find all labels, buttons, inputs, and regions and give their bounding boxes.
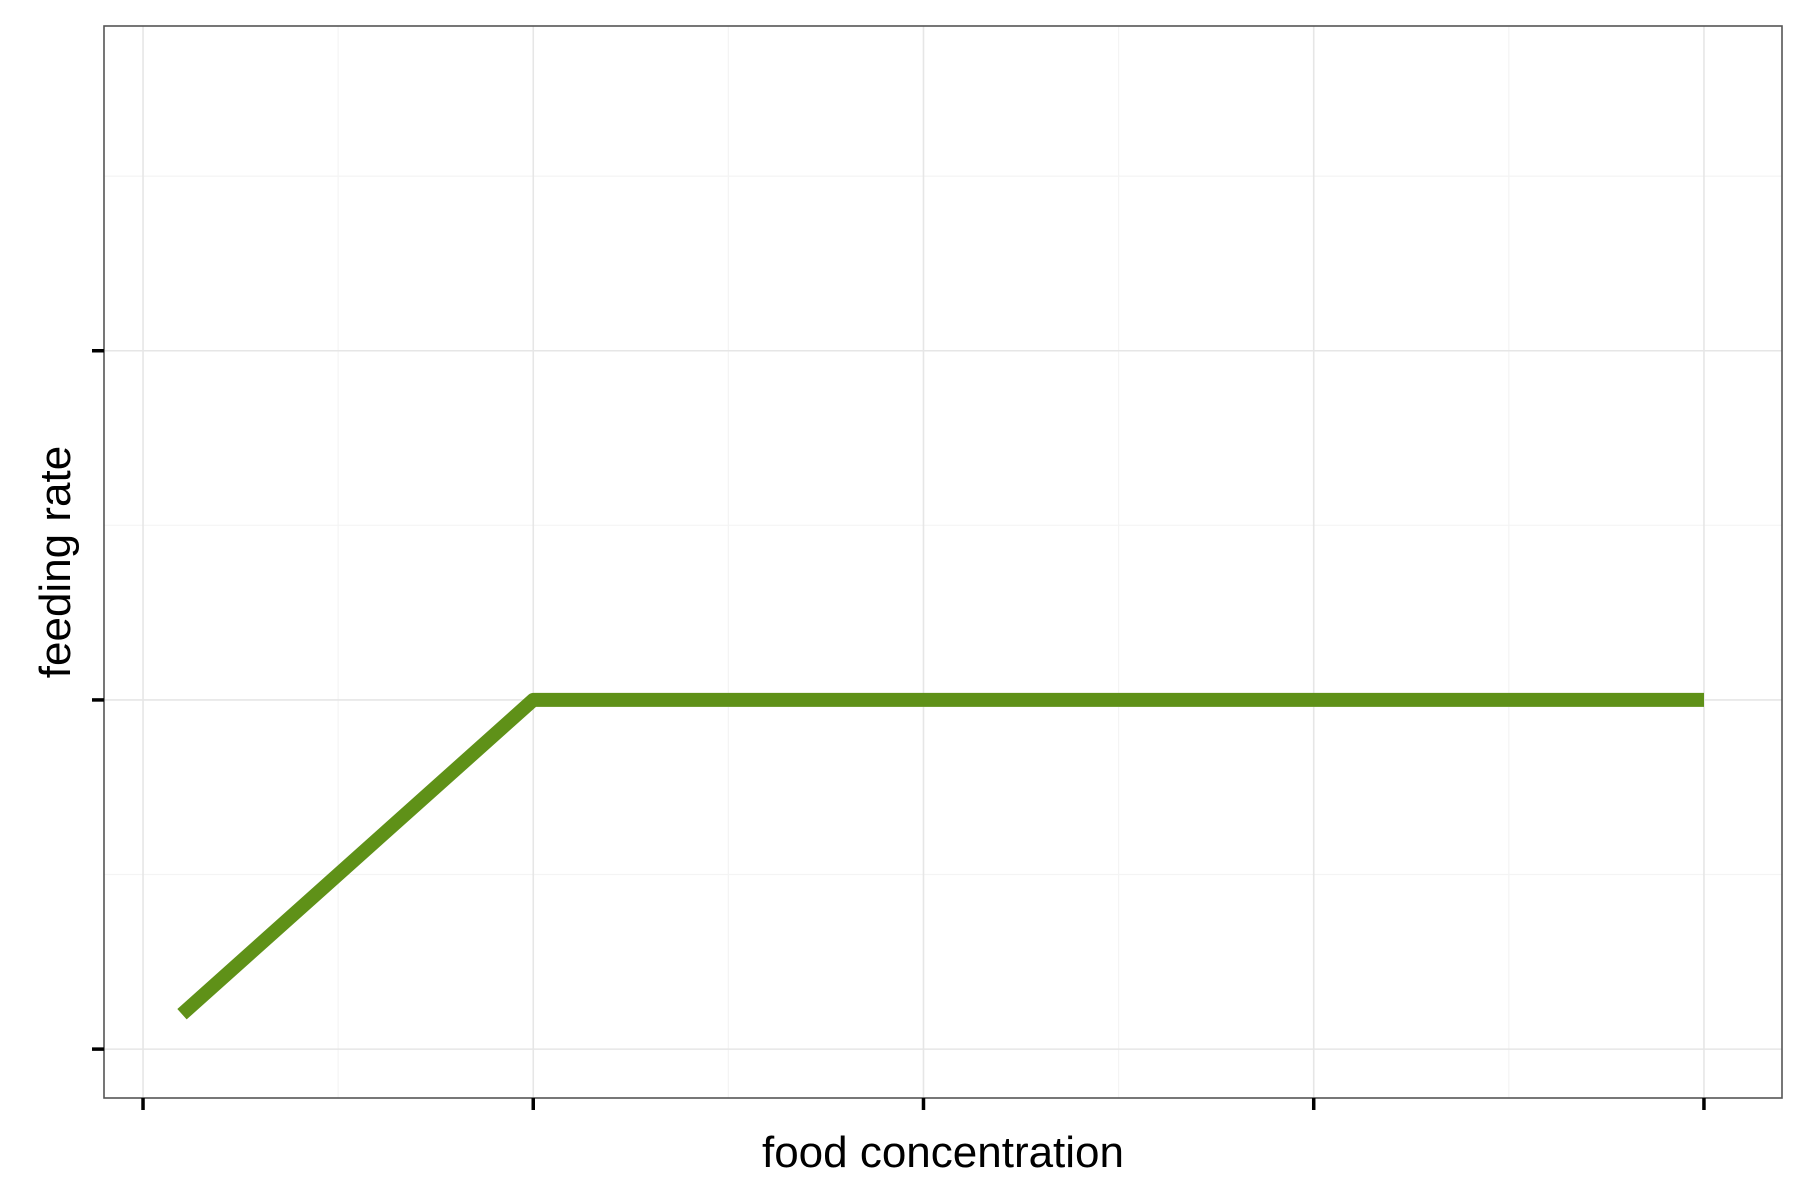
- x-axis-ticks: [141, 1098, 1706, 1110]
- series-layer: [177, 692, 1704, 1020]
- minor-grid: [104, 26, 1782, 1098]
- series-line-0: [177, 692, 1704, 1020]
- y-axis-ticks: [92, 348, 104, 1051]
- panel-background: [104, 26, 1782, 1098]
- x-axis-title: food concentration: [762, 1128, 1124, 1177]
- y-axis-title: feeding rate: [31, 446, 80, 678]
- panel-border: [103, 25, 1783, 1099]
